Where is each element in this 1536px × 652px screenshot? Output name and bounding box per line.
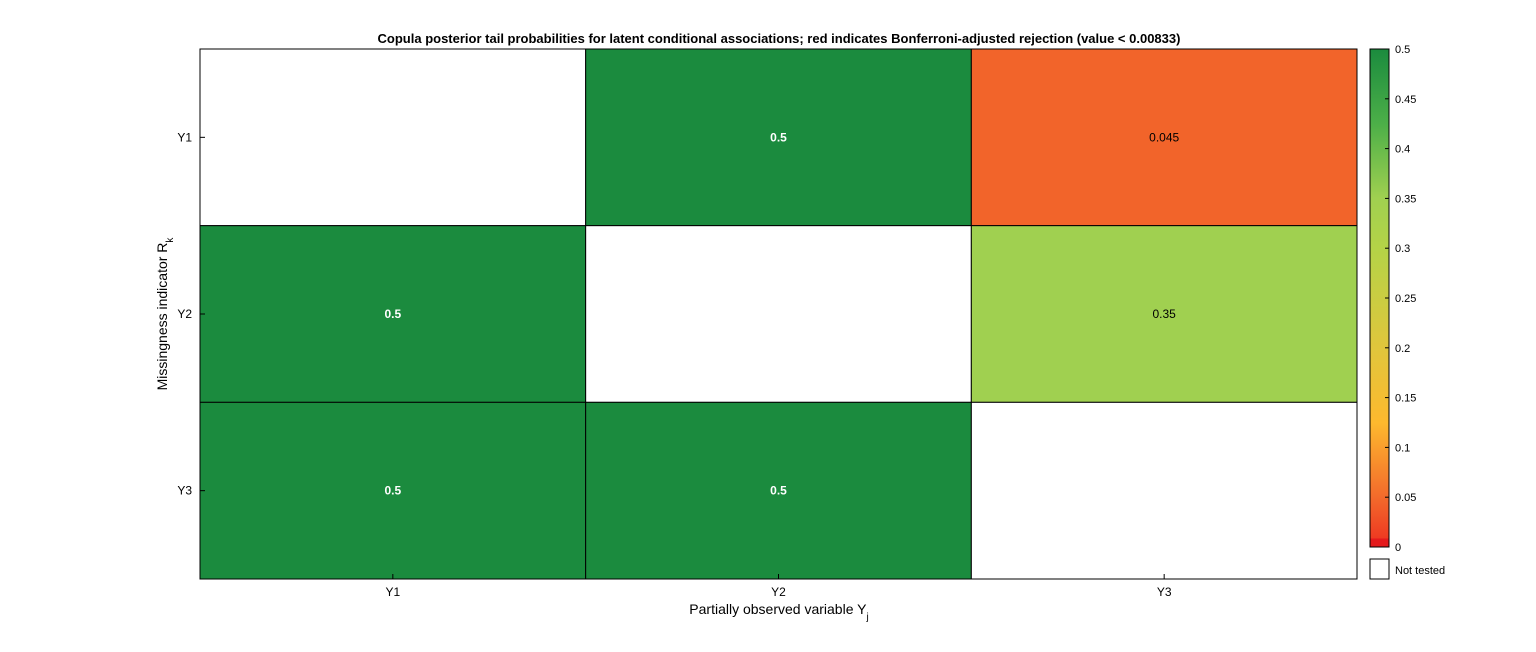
y-tick-label: Y1 [177, 130, 192, 144]
cell-value-label: 0.35 [1152, 307, 1176, 321]
y-tick-label: Y2 [177, 307, 192, 321]
heatmap-cell-r3-c3 [970, 401, 1358, 580]
colorbar-tick-label: 0.15 [1395, 393, 1416, 405]
chart-title: Copula posterior tail probabilities for … [378, 31, 1181, 46]
not-tested-legend: Not tested [1369, 558, 1445, 580]
cell-value-label: 0.5 [384, 307, 401, 321]
colorbar-tick-label: 0.05 [1395, 492, 1416, 504]
cell-value-label: 0.5 [770, 484, 787, 498]
x-axis-label: Partially observed variable Yj [689, 601, 868, 623]
heatmap-cell-r2-c2 [585, 225, 972, 403]
colorbar: 0 0.05 0.1 0.15 0.2 0.25 0.3 0.35 0.4 0.45 0.5 [1369, 44, 1416, 554]
heatmap-cell-labels: 0.5 0.045 0.5 0.35 0.5 0.5 [384, 130, 1179, 497]
y-tick-label: Y3 [177, 484, 192, 498]
heatmap-cell-r2-c1 [199, 225, 587, 403]
colorbar-tick-label: 0 [1395, 542, 1401, 554]
cell-value-label: 0.5 [384, 484, 401, 498]
colorbar-tick-label: 0.4 [1395, 144, 1410, 156]
colorbar-tick-label: 0.5 [1395, 44, 1410, 56]
colorbar-tick-label: 0.35 [1395, 193, 1416, 205]
colorbar-tick-label: 0.45 [1395, 94, 1416, 106]
heatmap-cell-r1-c3 [970, 48, 1358, 227]
y-axis-ticks: Y1 Y2 Y3 [177, 130, 205, 498]
heatmap-cells [199, 48, 1358, 580]
colorbar-tick-label: 0.1 [1395, 442, 1410, 454]
heatmap-cell-r1-c1 [199, 48, 587, 227]
x-tick-label: Y2 [771, 585, 786, 599]
not-tested-swatch [1369, 558, 1390, 580]
not-tested-label: Not tested [1395, 565, 1445, 577]
x-tick-label: Y1 [385, 585, 400, 599]
colorbar-tick-label: 0.2 [1395, 343, 1410, 355]
cell-value-label: 0.045 [1149, 130, 1179, 144]
y-axis-label: Missingness indicator Rk [154, 237, 176, 391]
cell-value-label: 0.5 [770, 130, 787, 144]
colorbar-tick-label: 0.3 [1395, 243, 1410, 255]
x-tick-label: Y3 [1157, 585, 1172, 599]
heatmap-cell-r1-c2 [585, 48, 972, 227]
heatmap-cell-r2-c3 [970, 225, 1358, 403]
colorbar-tick-label: 0.25 [1395, 293, 1416, 305]
x-axis-ticks: Y1 Y2 Y3 [385, 574, 1172, 599]
heatmap-cell-r3-c2 [585, 401, 972, 580]
colorbar-ticks: 0 0.05 0.1 0.15 0.2 0.25 0.3 0.35 0.4 0.45 0.5 [1385, 44, 1416, 554]
heatmap-cell-r3-c1 [199, 401, 587, 580]
